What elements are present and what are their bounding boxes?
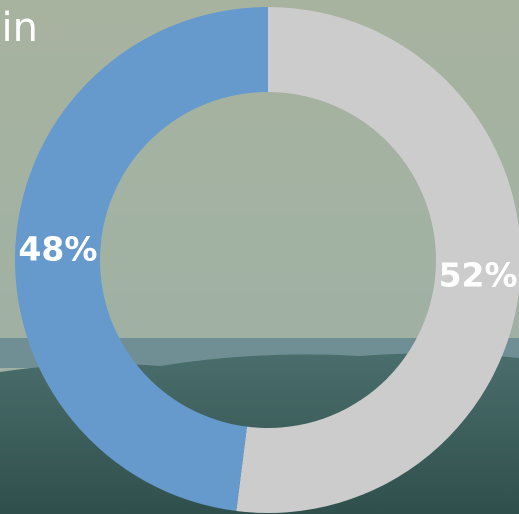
chart-title: in [2,5,38,51]
donut-slice [14,7,269,512]
donut-slice [236,7,519,513]
value-label: 48% [18,229,97,268]
value-label: 52% [439,256,518,295]
